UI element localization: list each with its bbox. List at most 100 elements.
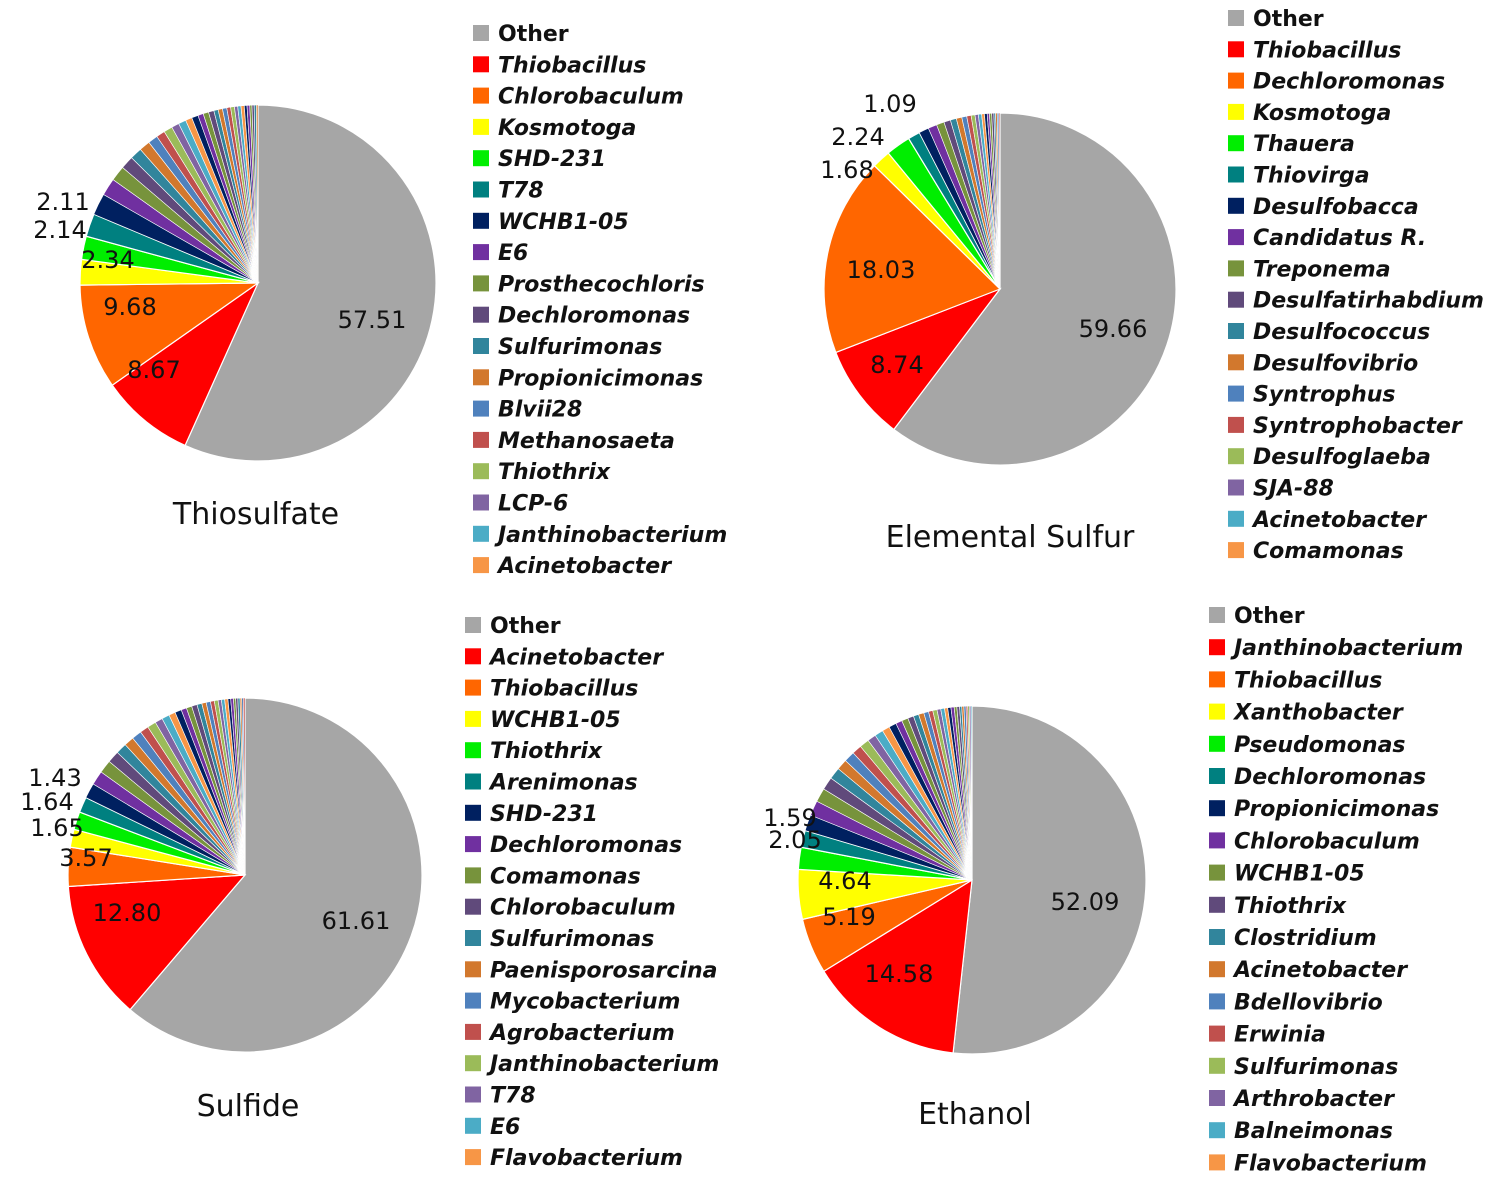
- legend-label: Candidatus R.: [1253, 226, 1426, 251]
- legend-entry: Bdellovibrio: [1209, 990, 1383, 1015]
- legend-label: Dechloromonas: [1234, 765, 1426, 790]
- legend-entry: Balneimonas: [1209, 1119, 1393, 1144]
- legend-label: Treponema: [1253, 257, 1391, 282]
- legend-label: Dechloromonas: [498, 304, 690, 329]
- legend-entry: Desulfoglaeba: [1228, 445, 1431, 470]
- legend-entry: SHD-231: [473, 147, 606, 172]
- legend-label: T78: [490, 1084, 536, 1109]
- slice-value-label: 18.03: [847, 256, 916, 284]
- slice-value-label: 3.57: [59, 844, 112, 872]
- legend-label: Thiobacillus: [1253, 38, 1401, 63]
- slice-value-label: 14.58: [865, 960, 934, 988]
- pie-slice: [823, 164, 1002, 354]
- legend-label: Clostridium: [1234, 926, 1377, 951]
- pie-slice: [111, 281, 260, 447]
- legend-label: Thiobacillus: [498, 53, 646, 78]
- legend-entry: Thiothrix: [473, 460, 611, 485]
- legend-entry: Other: [1228, 7, 1324, 32]
- legend-label: Balneimonas: [1234, 1119, 1393, 1144]
- legend-entry: Propionicimonas: [1209, 797, 1439, 822]
- slice-value-label: 59.66: [1079, 315, 1148, 343]
- legend-label: Paenisporosarcina: [490, 958, 718, 983]
- legend-swatch: [473, 557, 489, 574]
- legend-swatch: [1228, 479, 1244, 496]
- legend-entry: WCHB1-05: [473, 210, 629, 235]
- legend-label: T78: [498, 179, 544, 204]
- pie-slice: [67, 874, 247, 1011]
- legend-entry: Arthrobacter: [1209, 1087, 1395, 1112]
- slice-value-label: 12.80: [93, 899, 162, 927]
- legend-swatch: [465, 898, 481, 915]
- legend-swatch: [465, 992, 481, 1009]
- legend-label: LCP-6: [498, 492, 568, 517]
- slice-value-label: 1.64: [20, 788, 73, 816]
- legend-label: Desulfococcus: [1253, 320, 1430, 345]
- slice-value-label: 57.51: [338, 306, 407, 334]
- legend-swatch: [465, 1149, 481, 1166]
- legend-label: Flavobacterium: [490, 1146, 683, 1171]
- legend-swatch: [1209, 993, 1225, 1010]
- legend-label: WCHB1-05: [498, 210, 629, 235]
- pie-title: Ethanol: [918, 1097, 1032, 1132]
- legend-swatch: [473, 369, 489, 386]
- legend-swatch: [1209, 671, 1225, 688]
- legend-label: Methanosaeta: [498, 429, 675, 454]
- legend-label: Thauera: [1253, 132, 1355, 157]
- slice-value-label: 9.68: [103, 293, 156, 321]
- slice-value-label: 5.19: [822, 903, 875, 931]
- legend-entry: Flavobacterium: [1209, 1151, 1427, 1176]
- pie-slice: [79, 282, 260, 387]
- legend-entry: Agrobacterium: [465, 1021, 675, 1046]
- legend-label: Other: [490, 614, 561, 639]
- pie-panel: 59.66 8.74 18.03 1.68 2.24 1.09 Elemental Sulf…: [820, 7, 1484, 564]
- pie-slice: [893, 112, 1177, 466]
- slice-value-label: 2.11: [36, 188, 89, 216]
- legend-entry: Desulfovibrio: [1228, 351, 1418, 376]
- legend-swatch: [465, 1086, 481, 1103]
- slice-value-label: 4.64: [818, 867, 871, 895]
- legend-label: Comamonas: [490, 864, 641, 889]
- legend-swatch: [473, 306, 489, 323]
- legend-label: E6: [498, 241, 528, 266]
- legend-swatch: [465, 742, 481, 759]
- legend-label: SJA-88: [1253, 477, 1334, 502]
- pie-slice-minor: [256, 104, 259, 284]
- legend-entry: Kosmotoga: [473, 116, 636, 141]
- legend-label: Desulfoglaeba: [1253, 445, 1431, 470]
- legend-entry: Desulfococcus: [1228, 320, 1430, 345]
- slice-value-label: 2.34: [81, 246, 134, 274]
- legend-swatch: [1228, 323, 1244, 339]
- legend-label: Thiovirga: [1253, 164, 1370, 189]
- legend-label: Chlorobaculum: [1234, 829, 1420, 854]
- legend-swatch: [1209, 607, 1225, 623]
- legend-label: SHD-231: [490, 802, 598, 827]
- legend-label: Kosmotoga: [498, 116, 636, 141]
- legend-label: Comamonas: [1253, 539, 1404, 564]
- slice-value-label: 1.43: [28, 764, 81, 792]
- legend-entry: Thiovirga: [1228, 164, 1370, 189]
- legend-label: Propionicimonas: [1234, 797, 1439, 822]
- slice-value-label: 8.67: [127, 356, 180, 384]
- legend-label: Chlorobaculum: [498, 85, 684, 110]
- legend-swatch: [473, 431, 489, 448]
- legend-label: Acinetobacter: [1251, 508, 1427, 533]
- legend-entry: Acinetobacter: [465, 645, 664, 670]
- legend-swatch: [465, 617, 481, 633]
- legend-label: Other: [498, 22, 569, 47]
- legend-label: Sulfurimonas: [490, 927, 654, 952]
- legend-swatch: [473, 56, 489, 73]
- legend-swatch: [1209, 832, 1225, 849]
- legend-entry: Syntrophobacter: [1228, 414, 1463, 439]
- legend-label: Bdellovibrio: [1234, 990, 1383, 1015]
- legend-entry: E6: [473, 241, 528, 266]
- legend-entry: Thiobacillus: [465, 677, 638, 702]
- slice-value-label: 1.09: [863, 90, 916, 118]
- legend-label: Mycobacterium: [490, 990, 680, 1015]
- legend-swatch: [465, 961, 481, 978]
- legend-label: Kosmotoga: [1253, 101, 1391, 126]
- legend-swatch: [1209, 929, 1225, 945]
- pie-slice-minor: [998, 112, 1001, 290]
- legend-label: Agrobacterium: [488, 1021, 675, 1046]
- pie-slice-minor: [970, 705, 973, 881]
- legend-entry: LCP-6: [473, 492, 568, 517]
